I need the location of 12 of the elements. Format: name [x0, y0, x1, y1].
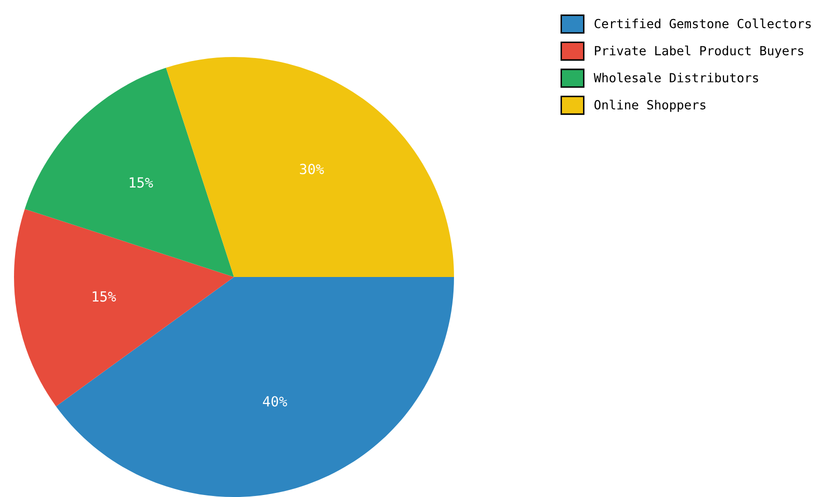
data-label: 40% [262, 396, 288, 407]
data-label: 15% [92, 291, 116, 302]
legend-label: Certified Gemstone Collectors [594, 18, 811, 28]
legend-label: Private Label Product Buyers [594, 46, 804, 58]
legend-label: Online Shoppers [594, 100, 706, 112]
pie-slice [14, 209, 234, 406]
pie-slice [56, 277, 454, 497]
pie-slice [166, 57, 454, 277]
data-label: 15% [130, 177, 153, 188]
legend-label: Wholesale Distributors [594, 72, 758, 82]
pie-slice [24, 68, 234, 277]
data-label: 30% [300, 164, 324, 174]
